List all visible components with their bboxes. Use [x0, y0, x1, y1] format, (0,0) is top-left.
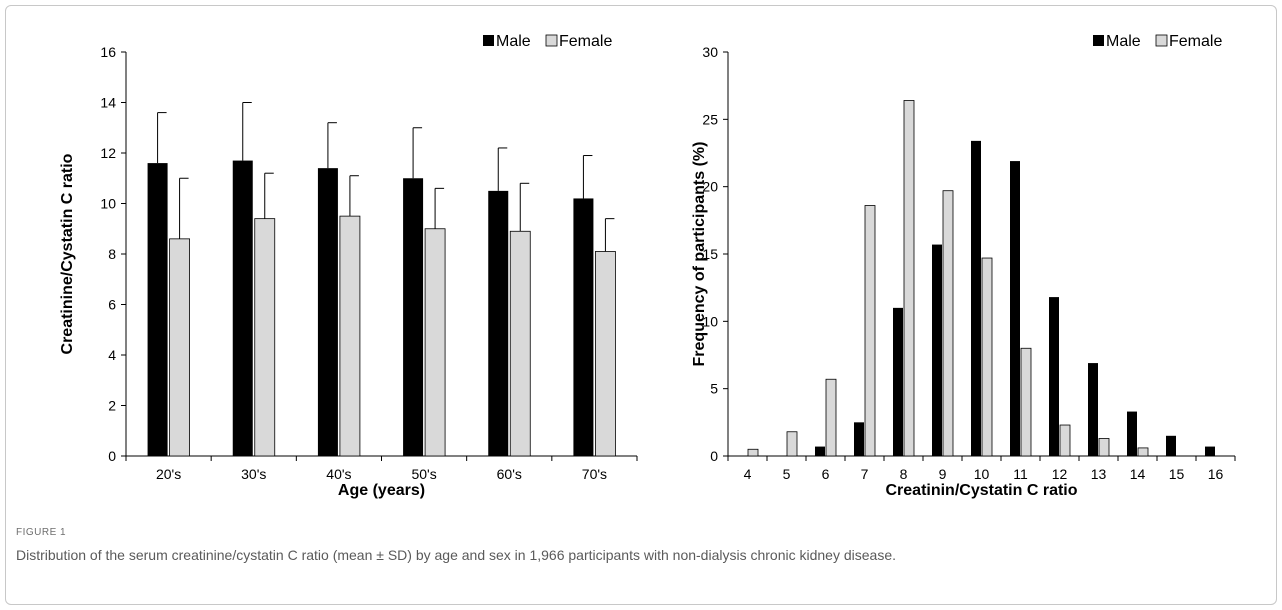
x-tick-label: 50's	[411, 466, 436, 482]
x-axis-title: Age (years)	[338, 482, 425, 499]
y-tick-label: 20	[702, 179, 718, 195]
chart-ratio-frequency: 0 5 10 15 20 25 30 4 5 6 7 8 9 10 11 12 13 14 15 16 Frequenc…	[691, 33, 1236, 499]
bar-male	[573, 198, 594, 456]
legend-label-male: Male	[1106, 33, 1141, 50]
x-tick-label: 4	[744, 466, 752, 482]
bar-male	[971, 140, 981, 456]
bar-male	[893, 307, 903, 456]
y-tick-label: 5	[710, 381, 718, 397]
legend-label-female: Female	[1169, 33, 1222, 50]
bar-female	[509, 230, 531, 457]
y-tick-label: 25	[702, 111, 718, 127]
bar-male	[317, 168, 338, 456]
x-tick-label: 9	[939, 466, 947, 482]
y-tick-label: 0	[108, 448, 116, 464]
y-tick-label: 15	[702, 246, 718, 262]
legend-label-male: Male	[496, 33, 531, 50]
legend-swatch-female	[545, 34, 558, 47]
y-axis-title: Frequency of participants (%)	[691, 142, 708, 367]
legend-label-female: Female	[559, 33, 612, 50]
bar-female	[339, 215, 361, 457]
x-tick-label: 40's	[326, 466, 351, 482]
x-tick-label: 14	[1130, 466, 1146, 482]
bar-male	[1049, 297, 1059, 456]
bar-female	[903, 100, 915, 457]
figure-frame	[5, 5, 1277, 605]
y-tick-label: 16	[100, 44, 116, 60]
bar-male	[1088, 363, 1098, 456]
x-tick-label: 16	[1208, 466, 1224, 482]
bar-male	[488, 190, 509, 456]
x-tick-label: 11	[1013, 466, 1028, 482]
x-tick-label: 8	[900, 466, 908, 482]
legend-swatch-male	[483, 35, 494, 46]
x-tick-label: 60's	[497, 466, 522, 482]
legend-swatch-male	[1093, 35, 1104, 46]
bar-male	[1205, 446, 1215, 456]
bar-male	[1127, 411, 1137, 456]
x-tick-label: 7	[861, 466, 869, 482]
bar-male	[1010, 161, 1020, 456]
bar-female	[424, 228, 446, 457]
bar-female	[981, 257, 993, 457]
bar-male	[932, 244, 942, 456]
legend-swatch-female	[1155, 34, 1168, 47]
figure-caption: Distribution of the serum creatinine/cys…	[16, 547, 896, 563]
x-tick-label: 15	[1169, 466, 1185, 482]
bar-male	[147, 163, 168, 456]
bar-female	[254, 218, 276, 457]
bar-male	[854, 422, 864, 456]
bar-female	[595, 251, 616, 457]
x-tick-label: 70's	[582, 466, 607, 482]
bar-female	[864, 205, 876, 457]
bar-female	[1059, 424, 1071, 457]
x-tick-label: 6	[822, 466, 830, 482]
x-tick-label: 12	[1052, 466, 1068, 482]
y-tick-label: 10	[100, 196, 116, 212]
x-axis-title: Creatinin/Cystatin C ratio	[885, 482, 1077, 499]
x-tick-label: 5	[783, 466, 791, 482]
bar-male	[815, 446, 825, 456]
y-axis-title: Creatinine/Cystatin C ratio	[59, 153, 76, 354]
bar-female	[825, 378, 837, 457]
x-tick-label: 10	[974, 466, 990, 482]
y-tick-label: 4	[108, 347, 116, 363]
bar-male	[1166, 435, 1176, 456]
y-tick-label: 6	[108, 297, 116, 313]
y-tick-label: 0	[710, 448, 718, 464]
x-tick-label: 30's	[241, 466, 266, 482]
y-tick-label: 12	[100, 145, 116, 161]
x-tick-label: 20's	[156, 466, 181, 482]
bar-female	[747, 448, 759, 457]
y-tick-label: 8	[108, 246, 116, 262]
bar-female	[942, 190, 954, 457]
y-tick-label: 14	[100, 95, 116, 111]
bar-female	[1020, 347, 1032, 457]
y-tick-label: 2	[108, 398, 116, 414]
bar-female	[786, 431, 798, 457]
bar-female	[1137, 447, 1149, 457]
x-tick-label: 13	[1091, 466, 1107, 482]
bar-female	[169, 238, 190, 457]
y-tick-label: 10	[702, 313, 718, 329]
chart-age-sex-ratio: 0 2 4 6 8 10 12 14 16 20's 30's 40's 50's 60's 70's Cre…	[59, 33, 638, 499]
bar-female	[1098, 438, 1110, 457]
y-tick-label: 30	[702, 44, 718, 60]
bar-male	[232, 160, 253, 456]
bar-male	[403, 178, 424, 456]
figure-label: FIGURE 1	[16, 527, 67, 538]
